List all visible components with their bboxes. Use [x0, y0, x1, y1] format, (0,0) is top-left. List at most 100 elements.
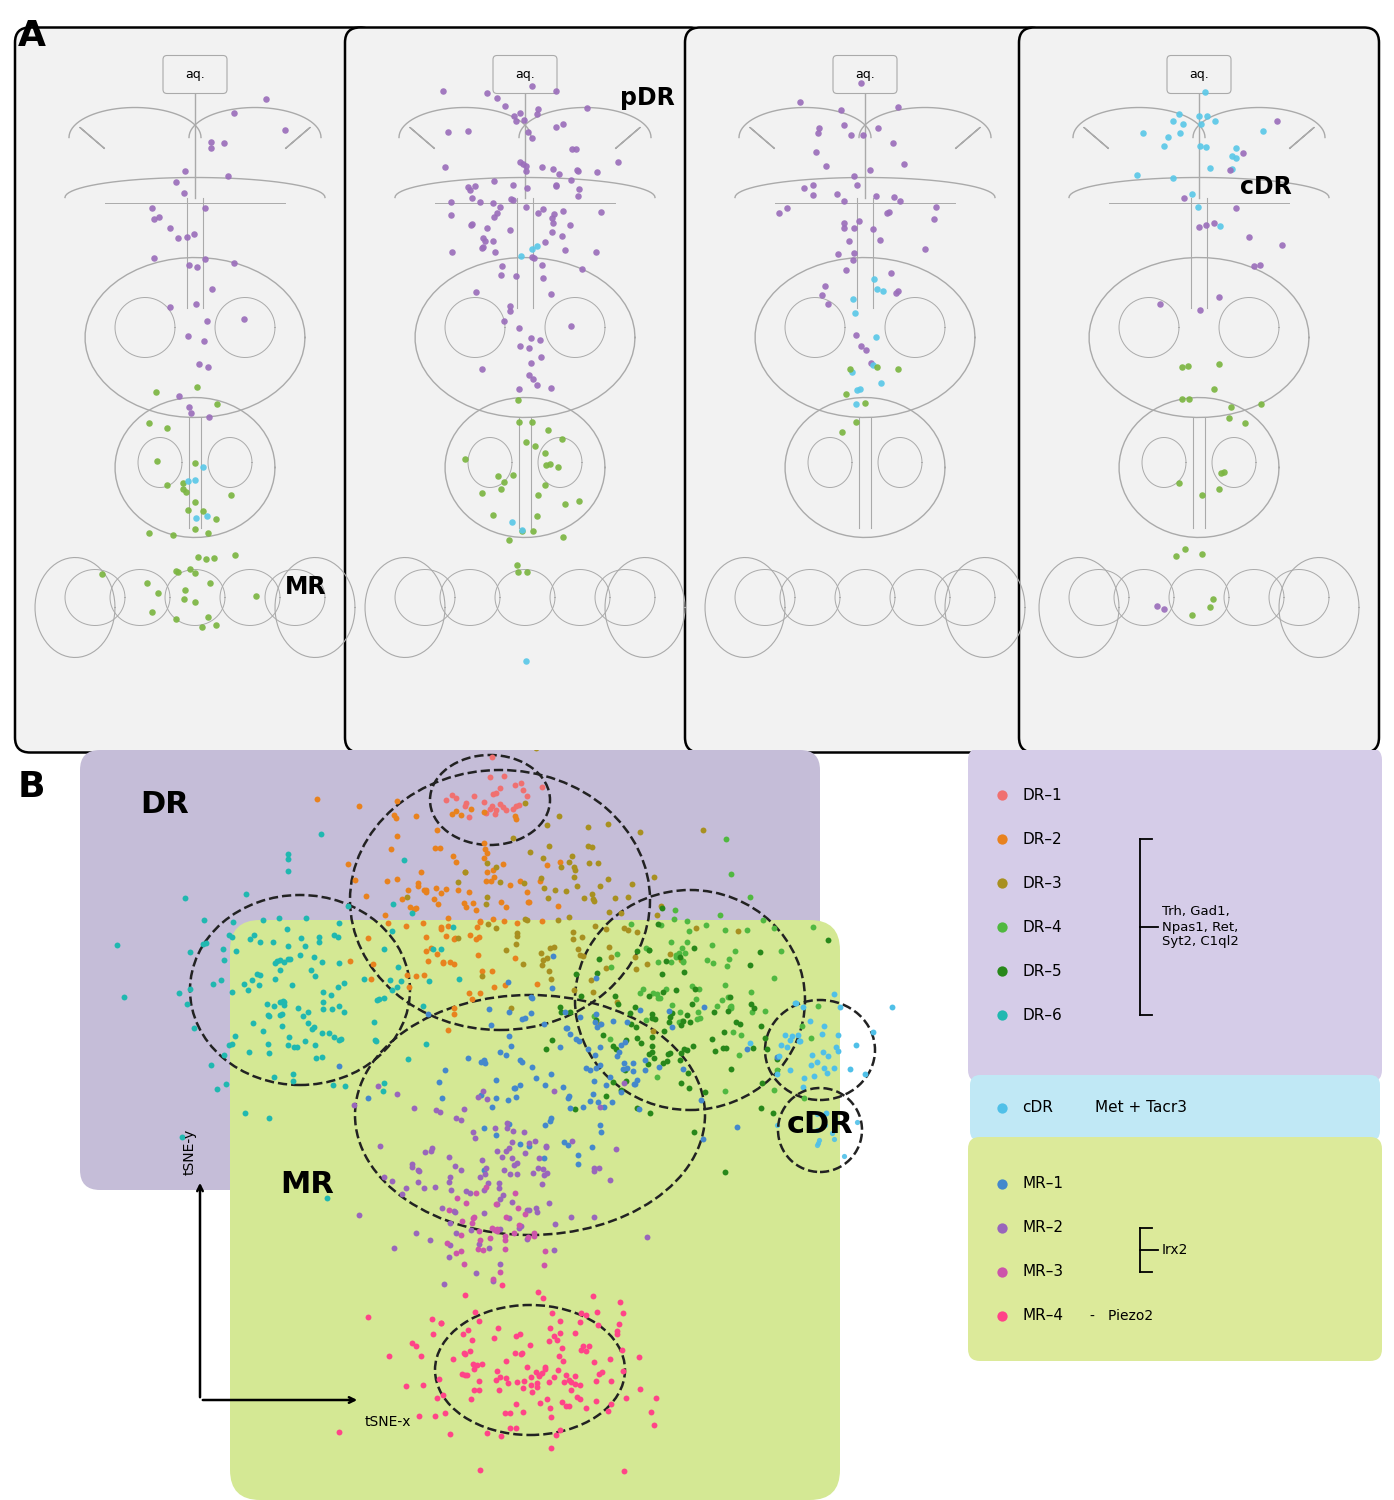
- Point: [463, 784, 485, 808]
- Point: [588, 1362, 611, 1386]
- Point: [485, 1359, 507, 1383]
- Point: [343, 1094, 365, 1118]
- Point: [457, 981, 480, 1005]
- Point: [717, 954, 739, 978]
- Point: [456, 1191, 478, 1215]
- Point: [599, 1370, 622, 1394]
- Point: [495, 1366, 517, 1390]
- Point: [507, 1214, 530, 1237]
- Point: [711, 988, 733, 1012]
- Point: [730, 1023, 753, 1047]
- Point: [441, 204, 463, 228]
- Point: [294, 906, 316, 930]
- Point: [148, 206, 170, 230]
- Point: [580, 968, 602, 992]
- Point: [390, 888, 413, 912]
- Point: [311, 950, 333, 974]
- Point: [502, 464, 524, 488]
- Point: [357, 1086, 379, 1110]
- Point: [991, 1304, 1013, 1328]
- Point: [693, 994, 715, 1018]
- Point: [565, 962, 587, 986]
- Point: [868, 228, 891, 252]
- Point: [549, 994, 572, 1018]
- Point: [643, 1019, 665, 1042]
- Point: [318, 1022, 340, 1046]
- Point: [321, 998, 343, 1022]
- Point: [431, 1196, 453, 1219]
- Point: [622, 1059, 644, 1083]
- Point: [991, 1216, 1013, 1240]
- Point: [815, 1062, 838, 1086]
- Point: [605, 1323, 627, 1347]
- Point: [435, 789, 457, 813]
- Point: [520, 327, 542, 351]
- Point: [650, 914, 672, 938]
- Point: [800, 1026, 822, 1050]
- Point: [754, 1026, 776, 1050]
- Point: [671, 1014, 693, 1038]
- Point: [474, 1052, 496, 1076]
- Point: [473, 800, 495, 824]
- Point: [457, 1318, 480, 1342]
- Point: [802, 183, 824, 207]
- Point: [250, 930, 272, 954]
- Point: [507, 560, 530, 584]
- Point: [505, 110, 527, 134]
- Point: [322, 922, 344, 946]
- Point: [252, 1019, 275, 1042]
- Point: [750, 1095, 772, 1119]
- Point: [690, 1088, 712, 1112]
- Point: [853, 392, 875, 416]
- Point: [527, 98, 549, 122]
- Point: [184, 590, 206, 613]
- Point: [521, 519, 544, 543]
- Point: [520, 1002, 542, 1026]
- Point: [726, 920, 749, 944]
- Point: [786, 1023, 809, 1047]
- Point: [553, 492, 576, 516]
- Point: [205, 507, 227, 531]
- Point: [454, 859, 477, 883]
- Point: [538, 1329, 560, 1353]
- Point: [736, 1036, 758, 1060]
- Point: [645, 1065, 668, 1089]
- Point: [671, 1010, 693, 1034]
- Point: [484, 802, 506, 826]
- Point: [562, 920, 584, 944]
- Point: [1220, 159, 1242, 183]
- Point: [581, 1136, 604, 1160]
- Point: [439, 950, 461, 974]
- Point: [438, 1245, 460, 1269]
- Point: [475, 852, 498, 876]
- Point: [882, 184, 905, 209]
- Point: [428, 837, 450, 861]
- Point: [520, 1365, 542, 1389]
- Point: [328, 910, 350, 934]
- Point: [661, 1016, 683, 1040]
- Point: [513, 108, 535, 132]
- Point: [531, 1156, 553, 1180]
- Point: [500, 510, 523, 534]
- Point: [470, 1228, 492, 1252]
- Point: [404, 1221, 427, 1245]
- Point: [566, 1384, 588, 1408]
- Point: [616, 918, 638, 942]
- Point: [428, 1070, 450, 1094]
- Point: [496, 1371, 519, 1395]
- Point: [201, 276, 223, 300]
- Text: cDR: cDR: [1241, 176, 1292, 200]
- Point: [739, 1030, 761, 1054]
- Point: [651, 962, 673, 986]
- Point: [531, 252, 553, 276]
- Point: [606, 150, 629, 174]
- Point: [443, 927, 466, 951]
- Point: [459, 177, 481, 201]
- Point: [788, 1029, 810, 1053]
- Point: [413, 879, 435, 903]
- Point: [839, 1056, 861, 1080]
- Point: [569, 944, 591, 968]
- Point: [714, 972, 736, 996]
- Point: [220, 980, 243, 1004]
- Point: [585, 1016, 608, 1040]
